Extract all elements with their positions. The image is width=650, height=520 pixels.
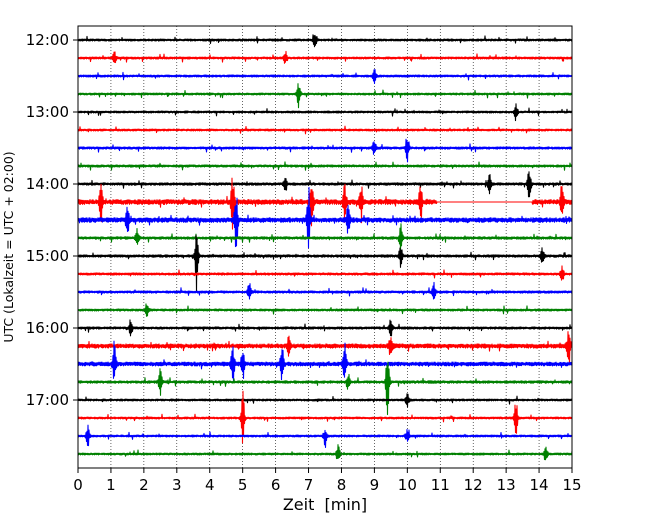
y-tick-label: 16:00 <box>26 319 69 337</box>
seismogram-trace-1415 <box>77 177 573 230</box>
seismogram-trace-1745 <box>77 444 573 461</box>
seismogram-trace-1715 <box>77 390 573 444</box>
seismogram-trace-1515 <box>77 265 573 281</box>
y-tick-label: 14:00 <box>26 175 69 193</box>
x-tick-label: 8 <box>337 476 347 494</box>
x-tick-label: 2 <box>139 476 149 494</box>
y-tick-label: 15:00 <box>26 247 69 265</box>
seismogram-trace-1630 <box>77 340 573 382</box>
x-tick-label: 5 <box>238 476 248 494</box>
seismogram-trace-1400 <box>77 171 573 198</box>
x-tick-label: 3 <box>172 476 182 494</box>
x-axis-ticks: 0 1 2 3 4 5 6 7 8 9 10 11 12 13 14 15 <box>73 468 582 494</box>
seismogram-trace-1730 <box>77 424 573 449</box>
x-tick-label: 11 <box>431 476 450 494</box>
x-tick-label: 6 <box>271 476 281 494</box>
seismogram-trace-1300 <box>77 103 573 122</box>
seismogram-trace-1615 <box>77 331 573 366</box>
seismogram-trace-1200 <box>77 34 573 48</box>
seismogram-trace-1545 <box>77 303 573 317</box>
y-tick-label: 12:00 <box>26 31 69 49</box>
seismogram-trace-1345 <box>77 161 573 171</box>
seismogram-trace-1530 <box>77 281 573 300</box>
x-tick-label: 4 <box>205 476 215 494</box>
x-tick-label: 9 <box>370 476 380 494</box>
plot-frame <box>77 25 573 469</box>
x-tick-label: 13 <box>497 476 516 494</box>
x-tick-label: 10 <box>398 476 417 494</box>
seismogram-trace-1315 <box>77 125 573 135</box>
x-tick-label: 0 <box>73 476 83 494</box>
x-tick-label: 15 <box>562 476 581 494</box>
seismogram-trace-1245 <box>77 83 573 109</box>
y-axis-label: UTC (Lokalzeit = UTC + 02:00) <box>1 151 16 342</box>
seismogram-trace-1330 <box>77 138 573 163</box>
seismogram-trace-1600 <box>77 319 573 337</box>
seismogram-traces <box>77 34 573 461</box>
seismogram-trace-1430 <box>77 186 573 249</box>
y-tick-label: 13:00 <box>26 103 69 121</box>
seismogram-trace-1215 <box>77 50 573 64</box>
seismogram-trace-1445 <box>77 223 573 252</box>
x-tick-label: 1 <box>106 476 116 494</box>
x-tick-label: 7 <box>304 476 314 494</box>
seismogram-trace-1645 <box>77 361 573 416</box>
x-tick-label: 14 <box>530 476 549 494</box>
seismogram-trace-1700 <box>77 393 573 408</box>
y-axis-ticks: 12:00 13:00 14:00 15:00 16:00 17:00 <box>26 31 78 409</box>
seismogram-trace-1230 <box>77 68 573 85</box>
y-tick-label: 17:00 <box>26 391 69 409</box>
x-tick-label: 12 <box>464 476 483 494</box>
seismogram-trace-1500 <box>77 234 573 293</box>
x-axis-label: Zeit [min] <box>283 495 367 514</box>
